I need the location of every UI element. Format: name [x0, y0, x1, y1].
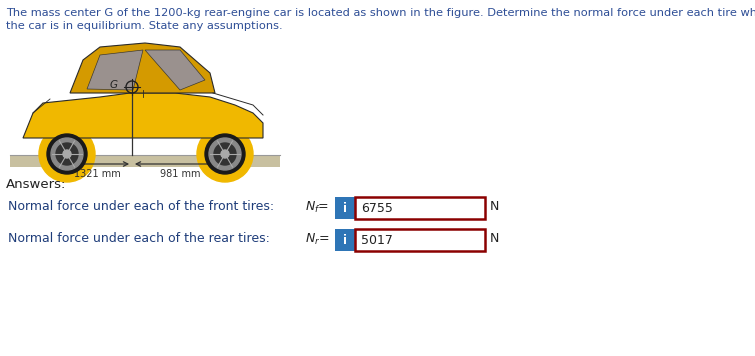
Polygon shape	[145, 50, 205, 90]
Circle shape	[221, 150, 229, 158]
Text: $N_r$​=: $N_r$​=	[305, 232, 329, 247]
Circle shape	[63, 150, 71, 158]
Circle shape	[56, 143, 78, 165]
FancyBboxPatch shape	[335, 229, 355, 251]
Text: G: G	[110, 80, 118, 90]
Text: Normal force under each of the rear tires:: Normal force under each of the rear tire…	[8, 232, 270, 245]
Text: N: N	[490, 200, 499, 213]
Circle shape	[39, 126, 95, 182]
Text: 1321 mm: 1321 mm	[74, 169, 121, 179]
Circle shape	[47, 134, 87, 174]
Polygon shape	[70, 43, 215, 93]
Text: the car is in equilibrium. State any assumptions.: the car is in equilibrium. State any ass…	[6, 21, 282, 31]
FancyBboxPatch shape	[10, 155, 280, 167]
Text: i: i	[343, 234, 347, 246]
Circle shape	[197, 126, 253, 182]
FancyBboxPatch shape	[355, 229, 485, 251]
Text: The mass center G of the 1200-kg rear-engine car is located as shown in the figu: The mass center G of the 1200-kg rear-en…	[6, 8, 755, 18]
Circle shape	[205, 134, 245, 174]
Text: Normal force under each of the front tires:: Normal force under each of the front tir…	[8, 200, 274, 213]
Polygon shape	[23, 93, 263, 138]
FancyBboxPatch shape	[335, 197, 355, 219]
FancyBboxPatch shape	[355, 197, 485, 219]
Text: $N_f$​=: $N_f$​=	[305, 200, 329, 215]
Text: 5017: 5017	[361, 234, 393, 246]
Text: i: i	[343, 201, 347, 215]
Circle shape	[209, 138, 241, 170]
Circle shape	[214, 143, 236, 165]
Text: N: N	[490, 232, 499, 245]
Text: 6755: 6755	[361, 201, 393, 215]
Text: 981 mm: 981 mm	[160, 169, 201, 179]
Polygon shape	[87, 50, 143, 90]
Text: Answers:: Answers:	[6, 178, 66, 191]
Circle shape	[51, 138, 83, 170]
